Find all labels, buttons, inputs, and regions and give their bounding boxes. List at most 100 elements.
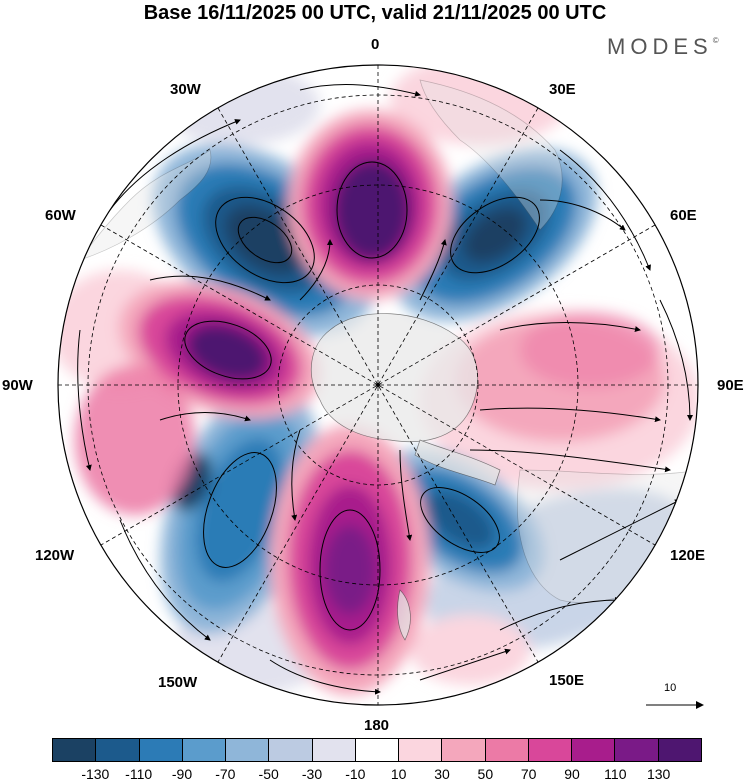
streamline-arc <box>291 429 301 521</box>
streamline-arc <box>399 449 413 541</box>
streamline-arc <box>419 239 447 301</box>
anomaly-field <box>58 65 698 695</box>
africa <box>419 79 563 231</box>
colorbar-tick-label: 30 <box>434 766 450 782</box>
anomaly-weak-positive-south <box>410 615 530 685</box>
south-pole-marker <box>376 383 380 387</box>
antarctic-coast-east <box>414 439 501 486</box>
streamline-vortex-se <box>420 487 500 553</box>
streamline-arc <box>659 299 693 421</box>
colorbar-segment <box>182 739 227 761</box>
colorbar-segment <box>485 739 529 761</box>
streamline-vortex-west <box>184 320 272 380</box>
streamline-arc <box>499 597 621 631</box>
antarctica <box>310 313 479 443</box>
colorbar-tick-label: -70 <box>215 766 236 782</box>
colorbar-tick-label: -130 <box>81 766 110 782</box>
wind-streamlines <box>77 84 693 695</box>
colorbar-tick-label: -50 <box>258 766 279 782</box>
map-border <box>57 64 699 706</box>
colorbar-tick-label: 10 <box>390 766 407 782</box>
streamline-vortex-sw <box>203 452 277 568</box>
new-zealand <box>397 589 411 641</box>
australia <box>517 469 698 603</box>
colorbar-tick-label: 110 <box>604 766 627 782</box>
lon-label-180: 180 <box>364 717 390 734</box>
brand-logo: MODES© <box>607 34 719 60</box>
streamline-vortex-nw-inner <box>237 216 293 264</box>
colorbar-segment <box>399 739 443 761</box>
streamline-arc <box>499 322 641 332</box>
colorbar-tick-label: 70 <box>520 766 537 782</box>
lon-label-60e: 60E <box>670 207 697 224</box>
meridian-30w-150e <box>217 107 539 663</box>
streamline-arc <box>77 329 92 471</box>
colorbar-segment <box>53 739 97 761</box>
colorbar-tick-label: -10 <box>345 766 366 782</box>
anomaly-positive-lobe-north <box>288 110 452 300</box>
anomaly-negative-lobe-se <box>376 449 544 591</box>
lon-label-150e: 150E <box>549 672 585 689</box>
streamline-arc <box>559 499 681 561</box>
streamline-arc <box>119 519 211 641</box>
streamline-arc <box>419 648 511 681</box>
colorbar-tick-label: -30 <box>301 766 323 782</box>
colorbar-segment <box>269 739 313 761</box>
colorbar-segment <box>572 739 616 761</box>
streamline-arc <box>109 119 241 211</box>
colorbar-segment <box>658 739 701 761</box>
meridian-60w-120e <box>100 224 656 546</box>
brand-copyright-mark: © <box>712 36 719 45</box>
colorbar-tick-label: 50 <box>477 766 494 782</box>
colorbar-segment <box>312 739 356 761</box>
streamline-vortex-nw <box>215 196 315 284</box>
reference-vector-arrow <box>646 701 704 709</box>
graticule <box>58 65 698 705</box>
meridian-60e-120w <box>100 224 656 546</box>
lon-label-30w: 30W <box>170 81 201 98</box>
lon-label-90w: 90W <box>2 377 33 394</box>
streamline-arc <box>469 449 671 473</box>
anomaly-weak-negative-north <box>160 65 320 145</box>
colorbar-segment <box>96 739 140 761</box>
streamline-vortex-ne <box>450 196 540 274</box>
colorbar-tick-labels: -130 -110 -90 -70 -50 -30 -10 10 30 50 70 90 110 130 <box>52 766 702 783</box>
lon-label-120e: 120E <box>670 547 706 564</box>
streamline-arc <box>159 412 251 422</box>
anomaly-positive-east-core <box>520 312 660 388</box>
lon-label-150w: 150W <box>158 674 198 691</box>
streamline-arc <box>299 239 333 301</box>
colorbar-segment <box>442 739 486 761</box>
colorbar-segment <box>615 739 659 761</box>
colorbar-tick-label: 90 <box>564 766 580 782</box>
lon-label-120w: 120W <box>35 547 75 564</box>
streamline-vortex-south <box>319 509 381 631</box>
map-title: Base 16/11/2025 00 UTC, valid 21/11/2025… <box>143 2 607 24</box>
brand-name: MODES <box>607 34 713 59</box>
streamline-arc <box>149 275 271 301</box>
streamline-arc <box>539 199 626 231</box>
meridian-30e-150w <box>217 107 539 663</box>
lon-label-30e: 30E <box>549 81 576 98</box>
lon-label-0: 0 <box>371 36 380 53</box>
anomaly-positive-tail-wsw <box>75 365 195 515</box>
streamline-arc <box>559 149 651 271</box>
colorbar <box>52 738 702 762</box>
streamline-vortex-north <box>336 161 408 259</box>
colorbar-segment <box>528 739 573 761</box>
colorbar-tick-label: -90 <box>171 766 193 782</box>
anomaly-positive-lobe-south <box>270 425 430 695</box>
colorbar-tick-label: 130 <box>646 766 671 782</box>
colorbar-segment <box>139 739 183 761</box>
lon-label-60w: 60W <box>45 207 76 224</box>
streamline-arc <box>299 84 421 97</box>
streamline-arc <box>269 659 381 695</box>
streamline-arc <box>479 407 661 423</box>
south-america <box>79 149 212 261</box>
colorbar-segment <box>355 739 400 761</box>
colorbar-segment <box>226 739 270 761</box>
lon-label-90e: 90E <box>717 377 744 394</box>
reference-vector-label: 10 <box>664 682 677 694</box>
colorbar-tick-label: -110 <box>125 766 153 782</box>
